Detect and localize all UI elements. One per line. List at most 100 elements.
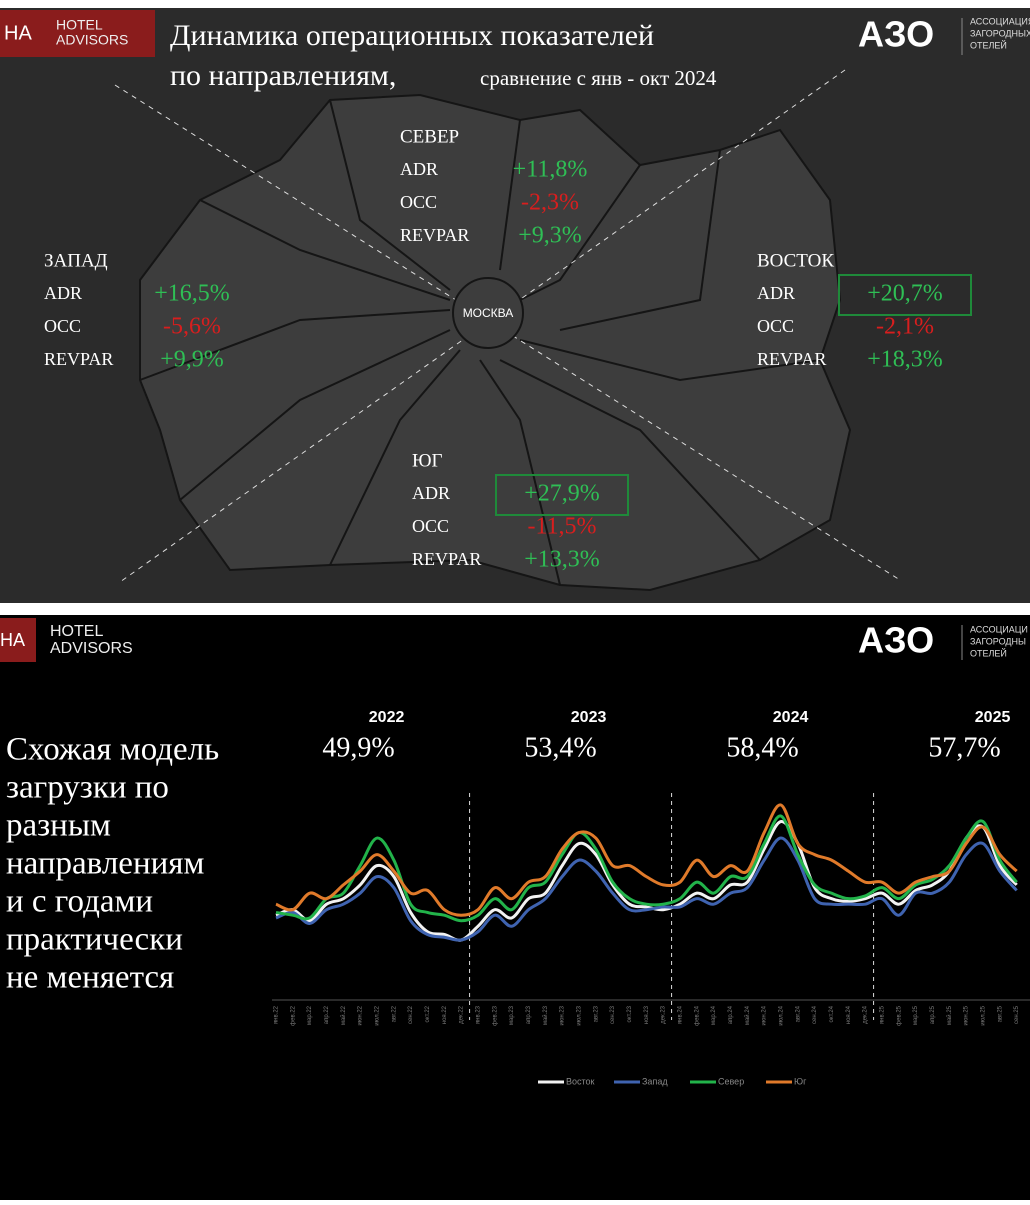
brand: ADVISORS (50, 640, 133, 657)
metric-label: OCC (44, 316, 81, 336)
logo: HA (0, 630, 25, 650)
region-name: ЗАПАД (44, 250, 108, 271)
azo: АЗО (858, 620, 934, 661)
x-tick-label: сен.22 (408, 1005, 414, 1024)
x-tick-label: дек.22 (459, 1005, 465, 1023)
title: Динамика операционных показателей (170, 19, 654, 52)
subtitle: сравнение с янв - окт 2024 (480, 66, 717, 90)
legend-label: Север (718, 1076, 744, 1086)
x-tick-label: окт.24 (829, 1005, 835, 1022)
x-tick-label: янв.25 (880, 1005, 886, 1024)
metric-value: -11,5% (527, 514, 596, 540)
x-tick-label: мар.22 (307, 1005, 313, 1025)
x-tick-label: июн.25 (964, 1005, 970, 1025)
body-text: и с годами (6, 884, 153, 920)
x-tick-label: авг.24 (795, 1005, 801, 1022)
body-text: Схожая модель (6, 732, 219, 768)
region-name: СЕВЕР (400, 126, 459, 147)
regions: СЕВЕР ADR +11,8% OCC -2,3% REVPAR +9,3% ЗАПАД AD… (44, 126, 972, 573)
metric-value: +20,7% (867, 281, 943, 307)
x-tick-label: фев.23 (492, 1005, 498, 1025)
title: по направлениям, (170, 59, 396, 92)
series-line (275, 814, 1018, 923)
x-tick-label: фев.25 (896, 1005, 902, 1025)
metric-value: +13,3% (524, 547, 600, 573)
brand: HOTEL (56, 17, 103, 33)
x-tick-label: июл.24 (779, 1005, 785, 1025)
brand: ADVISORS (56, 32, 128, 48)
x-tick-label: сен.23 (610, 1005, 616, 1024)
year: 2025 (975, 709, 1011, 726)
metric-value: +11,8% (513, 157, 588, 183)
year-value: 53,4% (524, 732, 596, 763)
moscow-label: МОСКВА (463, 306, 514, 320)
x-tick-label: авг.25 (997, 1005, 1003, 1022)
azo: АЗО (858, 14, 934, 55)
azo-caption: ОТЕЛЕЙ (970, 647, 1007, 658)
body-text: не меняется (6, 960, 174, 996)
highlight-box (495, 474, 629, 516)
metric-label: REVPAR (757, 349, 826, 369)
x-tick-label: июл.23 (577, 1005, 583, 1025)
legend-label: Юг (794, 1076, 807, 1086)
x-tick-label: фев.22 (290, 1005, 296, 1025)
x-tick-label: июн.22 (358, 1005, 364, 1025)
x-tick-label: сен.24 (812, 1005, 818, 1024)
series-line (275, 820, 1018, 942)
metric-value: +9,3% (518, 223, 582, 249)
year-value: 49,9% (322, 732, 394, 763)
year: 2024 (773, 709, 809, 726)
logo-box (0, 618, 36, 662)
x-tick-label: май.22 (340, 1005, 347, 1025)
metric-label: OCC (400, 192, 437, 212)
metric-value: -2,3% (521, 190, 579, 216)
x-tick-label: июл.22 (375, 1005, 381, 1025)
x-tick-label: июн.24 (762, 1005, 768, 1025)
x-tick-label: апр.25 (930, 1005, 936, 1024)
x-tick-label: янв.23 (476, 1005, 482, 1024)
metric-value: -2,1% (876, 314, 934, 340)
x-tick-label: июл.25 (981, 1005, 987, 1025)
year: 2023 (571, 709, 607, 726)
metric-value: +27,9% (524, 481, 600, 507)
x-tick-label: мар.23 (509, 1005, 515, 1025)
x-tick-label: авг.23 (593, 1005, 599, 1022)
x-tick-label: май.23 (542, 1005, 549, 1025)
metric-value: +16,5% (154, 281, 230, 307)
legend-label: Восток (566, 1076, 595, 1086)
x-tick-label: авг.22 (391, 1005, 397, 1022)
x-tick-label: янв.22 (274, 1005, 280, 1024)
x-tick-label: июн.23 (560, 1005, 566, 1025)
x-tick-label: фев.24 (694, 1005, 700, 1025)
x-tick-label: окт.23 (627, 1005, 633, 1022)
x-tick-label: апр.23 (526, 1005, 532, 1024)
metric-label: ADR (412, 483, 450, 503)
region-name: ВОСТОК (757, 250, 834, 271)
moscow (452, 277, 524, 349)
x-tick-label: дек.24 (863, 1005, 869, 1023)
brand: HOTEL (50, 623, 103, 640)
x-tick-label: ноя.23 (644, 1005, 650, 1024)
highlight-box (838, 274, 972, 316)
body-text: разным (6, 808, 111, 844)
x-tick-label: сен.25 (1014, 1005, 1020, 1024)
metric-label: REVPAR (412, 549, 481, 569)
series-line (275, 803, 1018, 917)
x-tick-label: мар.25 (913, 1005, 919, 1025)
logo-box (0, 10, 155, 57)
metric-label: OCC (412, 516, 449, 536)
metric-value: +9,9% (160, 347, 224, 373)
x-tick-label: окт.22 (425, 1005, 431, 1022)
x-tick-label: май.24 (744, 1005, 751, 1025)
x-tick-label: апр.24 (728, 1005, 734, 1024)
region-name: ЮГ (412, 450, 443, 471)
metric-label: OCC (757, 316, 794, 336)
legend-label: Запад (642, 1076, 668, 1086)
series-line (275, 836, 1018, 942)
azo-caption: АССОЦИАЦИ (970, 624, 1028, 634)
body-text: практически (6, 922, 183, 958)
body-text: загрузки по (6, 770, 169, 806)
